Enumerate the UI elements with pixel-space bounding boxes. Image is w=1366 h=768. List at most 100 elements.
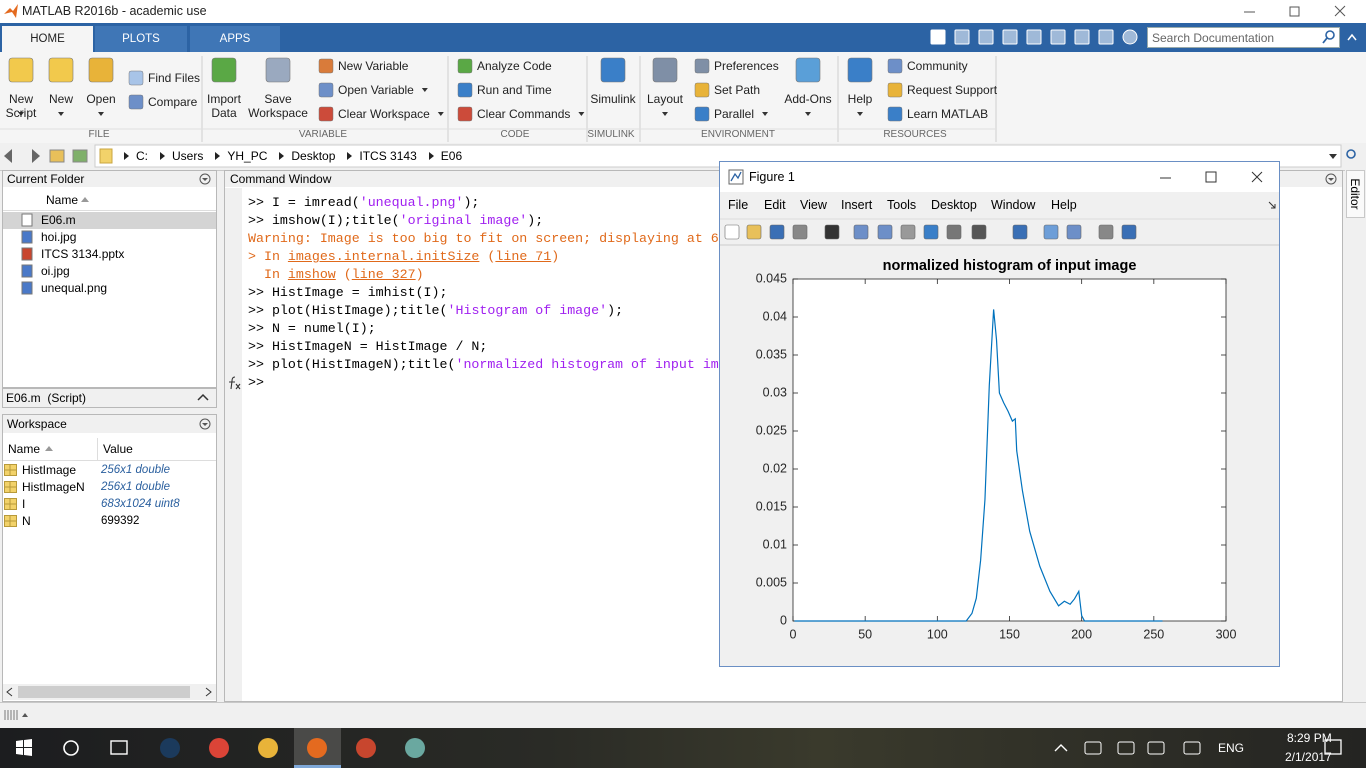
- clock-date: 2/1/2017: [1285, 750, 1332, 764]
- variable-icon: [4, 481, 17, 493]
- path-segment[interactable]: C:: [136, 149, 148, 163]
- ribbon-button[interactable]: Clear Workspace: [338, 107, 430, 121]
- path-separator: [347, 152, 353, 160]
- tray-icon: [1147, 741, 1165, 755]
- command-link[interactable]: line 71: [495, 249, 552, 264]
- details-bar: [2, 388, 217, 408]
- ribbon-group-label: CODE: [500, 129, 530, 140]
- dropdown-arrow: [662, 112, 668, 116]
- figure-toolbar: [720, 218, 1279, 246]
- ribbon-button[interactable]: New Variable: [338, 59, 409, 73]
- ribbon-tab[interactable]: APPS: [190, 26, 280, 52]
- ribbon-button[interactable]: Simulink: [590, 92, 636, 106]
- variable-icon: [4, 498, 17, 510]
- ribbon-button[interactable]: Analyze Code: [477, 59, 552, 73]
- ribbon-button[interactable]: Help: [847, 92, 873, 106]
- window-controls: [1244, 5, 1346, 17]
- figure-controls: [1160, 171, 1263, 183]
- ribbon-button[interactable]: New: [48, 92, 73, 106]
- triangle: [124, 152, 129, 160]
- figure-menu-item[interactable]: Edit: [764, 198, 786, 212]
- command-text: >> plot(HistImageN);title(: [248, 357, 456, 372]
- ribbon-tab[interactable]: HOME: [2, 26, 93, 52]
- file-shape: [21, 213, 33, 227]
- ribbon-button[interactable]: Open: [86, 92, 116, 106]
- file-icon: [21, 264, 33, 278]
- file-name[interactable]: hoi.jpg: [41, 230, 77, 244]
- command-line: >> imshow(I);title('original image');: [248, 213, 543, 229]
- sort-arrow: [45, 446, 53, 451]
- language: ENG: [1218, 741, 1245, 755]
- ribbon-button[interactable]: Import Data: [206, 92, 241, 120]
- path-separator: [124, 152, 129, 160]
- ribbon-art: [0, 56, 997, 142]
- ribbon-button[interactable]: Layout: [646, 92, 684, 106]
- file-name[interactable]: oi.jpg: [41, 264, 70, 278]
- file-name[interactable]: unequal.png: [41, 281, 108, 295]
- handle: [1322, 37, 1328, 44]
- ribbon-group-label: FILE: [88, 129, 110, 140]
- ribbon-button[interactable]: Request Support: [907, 83, 998, 97]
- figure-menu-item[interactable]: Help: [1051, 198, 1077, 212]
- app-icon: [405, 738, 425, 758]
- task-view: [110, 740, 128, 755]
- variable-name[interactable]: HistImage: [22, 463, 77, 477]
- ribbon-button[interactable]: Community: [907, 59, 968, 73]
- ribbon-tab[interactable]: PLOTS: [95, 26, 187, 52]
- variable-name[interactable]: N: [22, 514, 31, 528]
- ribbon-button[interactable]: New Script: [5, 92, 37, 120]
- app-icon: [160, 738, 180, 758]
- path-segment[interactable]: ITCS 3143: [359, 149, 417, 163]
- command-text: >> HistImage = imhist(I);: [248, 285, 448, 300]
- search-box: Search Documentation: [1147, 27, 1340, 48]
- ribbon-button[interactable]: Set Path: [714, 83, 761, 97]
- ribbon-button[interactable]: Add-Ons: [784, 92, 832, 106]
- ribbon-button[interactable]: Parallel: [714, 107, 755, 121]
- ribbon-button[interactable]: Learn MATLAB: [907, 107, 989, 121]
- file-name[interactable]: ITCS 3134.pptx: [41, 247, 125, 261]
- variable-name[interactable]: I: [22, 497, 26, 511]
- button-icon: [847, 57, 873, 83]
- figure-menu-item[interactable]: Tools: [887, 198, 917, 212]
- clock-time: 8:29 PM: [1287, 731, 1332, 745]
- toolbar-button: [792, 224, 808, 240]
- command-line: In imshow (line 327): [248, 267, 424, 283]
- x-tick-label: 150: [999, 627, 1020, 641]
- ribbon-button[interactable]: Preferences: [714, 59, 779, 73]
- panel-header: [3, 171, 216, 187]
- editor-tab[interactable]: [1346, 170, 1365, 218]
- file-name[interactable]: E06.m: [41, 213, 76, 227]
- command-link[interactable]: images.internal.initSize: [287, 249, 480, 264]
- path-segment[interactable]: YH_PC: [227, 149, 268, 163]
- command-text: 'original image': [399, 213, 528, 228]
- figure-menu-item[interactable]: Window: [991, 198, 1036, 212]
- ribbon-group-label: RESOURCES: [883, 129, 947, 140]
- file-icon: [21, 213, 33, 227]
- toolbar-icon: [1122, 29, 1138, 45]
- ribbon-button[interactable]: Compare: [148, 95, 198, 109]
- ribbon-button[interactable]: Open Variable: [338, 83, 414, 97]
- figure-menu-item[interactable]: Desktop: [931, 198, 977, 212]
- ribbon-button[interactable]: Run and Time: [477, 83, 552, 97]
- figure-icon: [728, 169, 744, 185]
- status-bar: [0, 702, 1366, 729]
- notifications: [1324, 739, 1342, 755]
- figure-menu-item[interactable]: Insert: [841, 198, 873, 212]
- panel-header: [3, 415, 216, 433]
- path-segment[interactable]: Users: [172, 149, 204, 163]
- x-tick-label: 300: [1216, 627, 1237, 641]
- ribbon-button[interactable]: Find Files: [148, 71, 201, 85]
- toolbar-button: [1066, 224, 1082, 240]
- variable-name[interactable]: HistImageN: [22, 480, 85, 494]
- figure-menu-item[interactable]: File: [728, 198, 749, 212]
- ribbon-button[interactable]: Save Workspace: [248, 92, 308, 120]
- figure-menu-item[interactable]: View: [800, 198, 827, 212]
- path-segment[interactable]: E06: [440, 149, 463, 163]
- ribbon-button[interactable]: Clear Commands: [477, 107, 571, 121]
- x-tick-label: 100: [927, 627, 948, 641]
- path-segment[interactable]: Desktop: [291, 149, 336, 163]
- command-text: ): [415, 267, 424, 282]
- command-link[interactable]: imshow: [287, 267, 336, 282]
- command-link[interactable]: line 327: [351, 267, 416, 282]
- column-value: Value: [103, 442, 133, 456]
